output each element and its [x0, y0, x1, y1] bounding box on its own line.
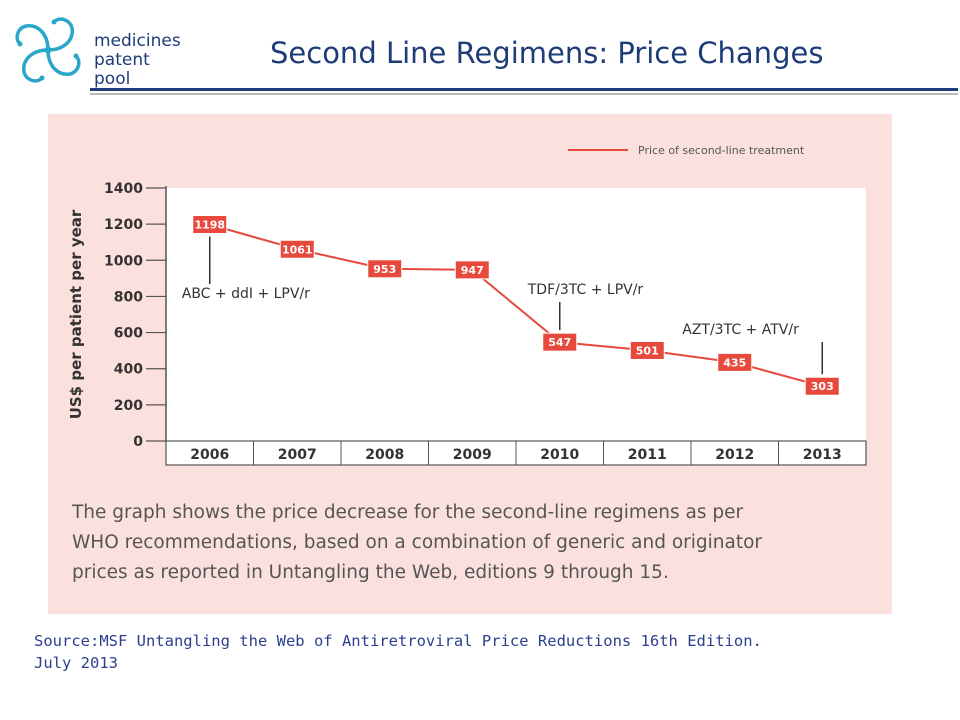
y-tick-label: 1400	[104, 181, 143, 197]
data-point-box	[542, 332, 578, 352]
data-label: 547	[548, 336, 571, 349]
source-line-2: July 2013	[34, 654, 118, 672]
logo-line-2: patent	[94, 50, 150, 70]
caption-line-2: WHO recommendations, based on a combinat…	[72, 532, 763, 553]
x-tick-label: 2009	[453, 447, 492, 463]
data-label: 303	[811, 380, 834, 393]
x-tick-label: 2010	[540, 447, 579, 463]
data-label: 435	[723, 356, 746, 369]
pinwheel-logo-icon	[15, 17, 81, 83]
y-tick-label: 1000	[104, 253, 143, 269]
x-tick-label: 2007	[278, 447, 317, 463]
y-axis-label: US$ per patient per year	[67, 209, 85, 419]
data-point-box	[717, 352, 753, 372]
data-label: 1061	[282, 243, 313, 256]
title-rule	[90, 88, 958, 91]
annotation-label: TDF/3TC + LPV/r	[527, 282, 644, 298]
data-point-box	[804, 376, 840, 396]
title-rule-shadow	[90, 93, 958, 95]
y-tick-label: 0	[133, 434, 143, 450]
plot-area	[166, 188, 866, 441]
y-tick-label: 200	[114, 398, 143, 414]
figure-caption: The graph shows the price decrease for t…	[72, 498, 872, 588]
caption-line-1: The graph shows the price decrease for t…	[72, 502, 744, 523]
logo-line-1: medicines	[94, 31, 181, 51]
y-tick-label: 1200	[104, 217, 143, 233]
y-tick-label: 400	[114, 362, 143, 378]
data-point-box	[454, 260, 490, 280]
data-point-box	[279, 239, 315, 259]
data-point-box	[629, 340, 665, 360]
x-tick-label: 2012	[715, 447, 754, 463]
legend-label: Price of second-line treatment	[638, 144, 805, 157]
data-label: 953	[373, 263, 396, 276]
x-tick-label: 2013	[803, 447, 842, 463]
page-title: Second Line Regimens: Price Changes	[270, 36, 824, 70]
y-tick-label: 800	[114, 289, 143, 305]
caption-line-3: prices as reported in Untangling the Web…	[72, 562, 669, 583]
x-tick-label: 2008	[365, 447, 404, 463]
annotation-label: AZT/3TC + ATV/r	[682, 322, 799, 338]
price-line-chart: 0 200 400 600 800 1000 1200 1400 US$ per patient…	[67, 144, 867, 466]
y-tick-label: 600	[114, 326, 143, 342]
figure-panel: 0 200 400 600 800 1000 1200 1400 US$ per patient…	[48, 114, 892, 614]
data-label: 501	[636, 344, 659, 357]
data-point-box	[367, 259, 403, 279]
annotation-label: ABC + ddI + LPV/r	[182, 286, 310, 302]
x-tick-label: 2011	[628, 447, 667, 463]
source-note: Source:MSF Untangling the Web of Antiret…	[34, 630, 934, 674]
data-point-box	[192, 215, 228, 235]
logo: medicines patent pool	[8, 10, 188, 94]
data-label: 1198	[194, 219, 225, 232]
x-tick-label: 2006	[190, 447, 229, 463]
source-line-1: Source:MSF Untangling the Web of Antiret…	[34, 632, 762, 650]
data-label: 947	[461, 264, 484, 277]
logo-line-3: pool	[94, 69, 131, 89]
